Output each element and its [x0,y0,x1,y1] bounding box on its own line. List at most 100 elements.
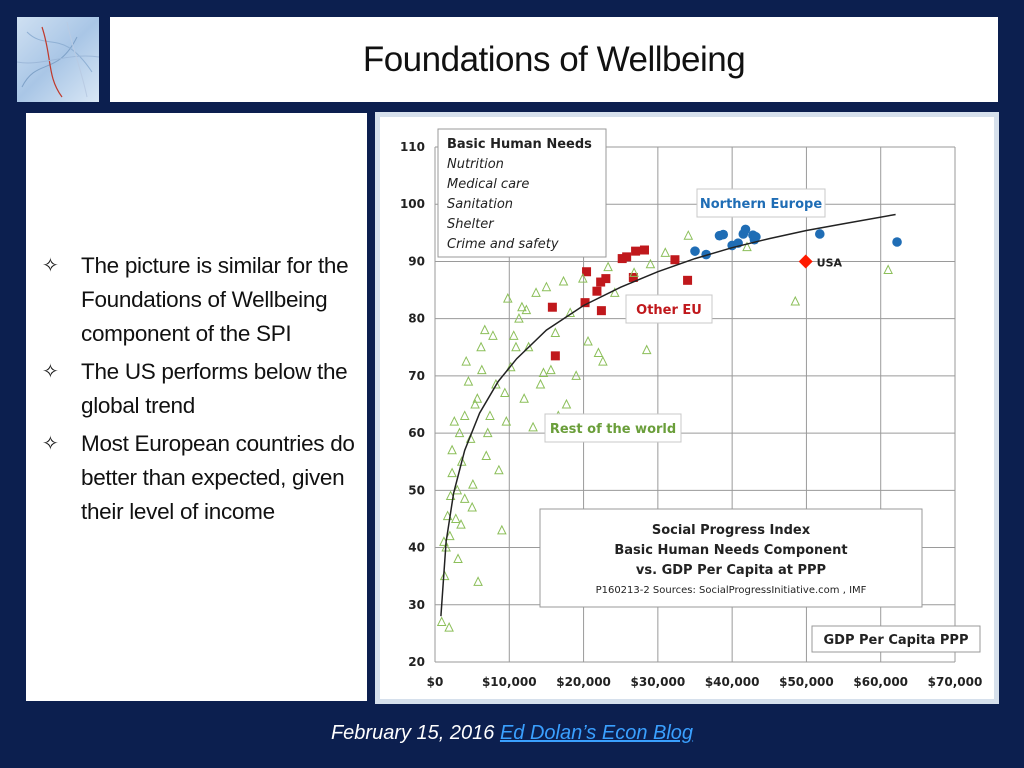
chart-source: P160213-2 Sources: SocialProgressInitiat… [596,585,867,596]
rest-of-world-point [497,524,507,535]
rest-of-world-point [459,493,470,503]
bullet-list: ✧ The picture is similar for the Foundati… [42,249,367,533]
rest-of-world-point [502,293,513,303]
other-eu-point [582,267,592,277]
footer-date: February 15, 2016 [330,722,495,744]
other-eu-point [683,275,693,285]
other-eu-label-box [625,294,713,324]
rest-of-world-point [508,330,519,340]
y-tick-label: 80 [408,312,425,326]
bullet-text: Most European countries do better than e… [81,431,355,524]
star-bullet-icon: ✧ [42,255,59,277]
rest-of-world-point [603,261,613,272]
bullet-item: ✧ The US performs below the global trend [42,355,367,423]
rest-of-world-point [528,421,538,432]
rest-of-world-point [790,295,801,306]
slide-title: Foundations of Wellbeing [362,39,746,79]
rest-of-world-point [447,467,457,478]
x-tick-label: $50,000 [779,675,834,689]
rest-of-world-point [470,398,480,409]
rest-of-world-point [439,570,450,581]
rest-of-world-point [505,361,516,372]
x-axis-label: GDP Per Capita PPP [824,633,969,648]
northern-europe-point [751,232,761,242]
trend-line [440,213,896,617]
legend-item: Crime and safety [447,237,559,252]
rest-of-world-point [454,427,465,438]
rest-of-world-point [641,344,652,355]
legend-box [437,128,607,258]
rest-of-world-point [444,622,454,632]
rest-of-world-point [561,398,572,409]
y-tick-label: 60 [408,426,425,440]
other-eu-point [580,298,590,308]
y-tick-label: 20 [408,655,425,669]
northern-europe-point [892,237,902,247]
logo-art [17,21,99,98]
rest-of-world-point [479,324,490,335]
rest-of-world-point [463,375,474,386]
bullet-item: ✧ The picture is similar for the Foundati… [42,249,367,351]
chart-frame: $0 $10,000 $20,000 $30,000 $40,000 $50,000 $60… [375,112,999,704]
rest-of-world-point [593,347,604,357]
y-tick-label: 70 [408,369,425,383]
logo-image [17,17,99,102]
rest-of-world-point [514,313,524,323]
rest-of-world-point [546,364,556,375]
legend-item: Sanitation [447,197,513,212]
rest-of-world-point [531,287,541,297]
other-eu-point [628,272,638,282]
rest-of-world-point [465,433,476,443]
rest-of-world-point [467,501,477,512]
rest-of-world-point [456,519,466,529]
rest-of-world-point [482,427,493,438]
info-box [539,508,923,608]
rest-of-world-point [558,275,569,286]
other-eu-point [622,252,632,262]
chart-area: $0 $10,000 $20,000 $30,000 $40,000 $50,000 $60… [380,117,994,699]
x-tick-label: $60,000 [853,675,908,689]
scatter-chart: $0 $10,000 $20,000 $30,000 $40,000 $50,000 $60… [400,128,983,689]
northern-europe-point [690,246,700,256]
rest-of-world-point [578,272,588,283]
other-eu-point [596,277,606,287]
rest-of-world-point [491,378,501,389]
rest-of-world-point [449,416,460,426]
legend-item: Shelter [447,217,495,232]
other-eu-point [639,245,649,255]
chart-title: Social Progress Index [652,523,811,538]
rest-of-world-point [476,341,486,352]
y-tick-label: 110 [400,140,425,154]
rest-of-world-point [683,230,694,240]
chart-subtitle: Basic Human Needs Component [614,543,847,558]
footer-blog-link[interactable]: Ed Dolan’s Econ Blog [499,722,694,744]
northern-europe-point [740,224,751,235]
x-tick-label: $10,000 [482,675,537,689]
footer: February 15, 2016 Ed Dolan’s Econ Blog [0,722,1024,745]
rest-of-world-point [485,410,495,420]
rest-of-world-point [468,478,478,489]
bullet-item: ✧ Most European countries do better than … [42,427,367,529]
rest-of-world-point [494,464,504,475]
chart-subtitle: vs. GDP Per Capita at PPP [636,563,826,578]
rest-of-world-point [452,484,463,495]
usa-label: USA [817,256,843,269]
star-bullet-icon: ✧ [42,433,59,455]
rest-of-world-point [571,370,581,380]
rest-of-world-point [538,367,549,378]
rest-of-world-point [461,355,472,366]
rest-of-world-point [453,553,463,563]
rest-of-world-point [459,410,470,420]
other-eu-label: Other EU [636,303,702,318]
rest-of-world-point [742,241,752,252]
rest-of-world-label: Rest of the world [550,422,676,437]
x-tick-label: $20,000 [556,675,611,689]
x-tick-label: $70,000 [928,675,983,689]
rest-of-world-point [511,341,521,352]
x-tick-label: $30,000 [631,675,686,689]
x-tick-label: $40,000 [705,675,760,689]
rest-of-world-point [598,355,608,366]
other-eu-point [596,306,606,316]
rest-of-world-label-box [544,413,682,443]
rest-of-world-point [609,287,620,297]
